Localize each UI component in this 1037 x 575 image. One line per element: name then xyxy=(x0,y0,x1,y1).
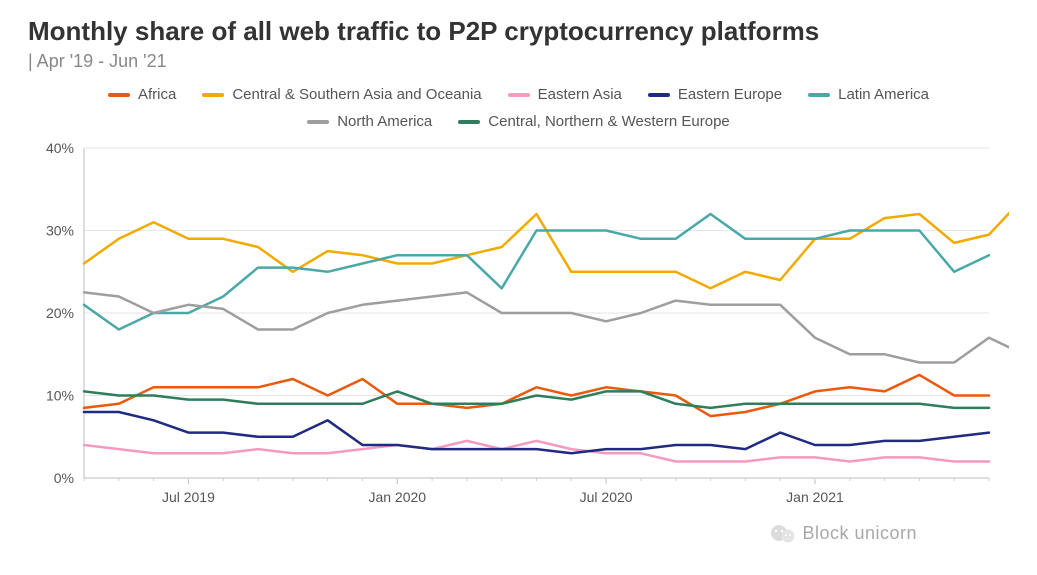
legend-label: Central & Southern Asia and Oceania xyxy=(232,86,481,103)
y-axis-label: 40% xyxy=(46,140,74,156)
chart-subtitle: | Apr '19 - Jun '21 xyxy=(28,51,1009,72)
chart-plot: 0% 10% 20% 30% 40% Jul 2019 Jan 2020 Jul 2020 Ja… xyxy=(28,140,1009,520)
legend-item: Africa xyxy=(108,86,176,103)
line-chart-svg: 0% 10% 20% 30% 40% Jul 2019 Jan 2020 Jul 2020 Ja… xyxy=(28,140,1009,520)
y-axis-label: 10% xyxy=(46,388,74,404)
legend-swatch xyxy=(202,93,224,97)
legend-item: Eastern Europe xyxy=(648,86,782,103)
series-line xyxy=(84,391,989,408)
x-axis-label: Jul 2019 xyxy=(162,489,215,505)
x-axis-label: Jan 2021 xyxy=(786,489,844,505)
legend-item: Eastern Asia xyxy=(508,86,622,103)
legend-swatch xyxy=(307,120,329,124)
legend-swatch xyxy=(458,120,480,124)
series-line xyxy=(84,292,1009,362)
legend: Africa Central & Southern Asia and Oceani… xyxy=(69,86,969,130)
x-axis-label: Jul 2020 xyxy=(580,489,633,505)
legend-label: North America xyxy=(337,113,432,130)
legend-swatch xyxy=(648,93,670,97)
legend-item: North America xyxy=(307,113,432,130)
y-axis-label: 20% xyxy=(46,305,74,321)
y-axis-label: 0% xyxy=(54,470,74,486)
series-line xyxy=(84,412,989,453)
legend-swatch xyxy=(108,93,130,97)
legend-label: Eastern Asia xyxy=(538,86,622,103)
legend-item: Central, Northern & Western Europe xyxy=(458,113,730,130)
x-axis-label: Jan 2020 xyxy=(368,489,426,505)
legend-swatch xyxy=(808,93,830,97)
legend-label: Latin America xyxy=(838,86,929,103)
legend-label: Eastern Europe xyxy=(678,86,782,103)
legend-swatch xyxy=(508,93,530,97)
watermark: Block unicorn xyxy=(770,523,917,545)
watermark-text: Block unicorn xyxy=(802,523,917,543)
series-line xyxy=(84,198,1009,289)
chart-title: Monthly share of all web traffic to P2P … xyxy=(28,16,1009,47)
wechat-icon xyxy=(770,523,796,545)
y-axis-label: 30% xyxy=(46,223,74,239)
legend-item: Central & Southern Asia and Oceania xyxy=(202,86,481,103)
legend-label: Central, Northern & Western Europe xyxy=(488,113,730,130)
chart-container: Monthly share of all web traffic to P2P … xyxy=(0,0,1037,575)
legend-label: Africa xyxy=(138,86,176,103)
legend-item: Latin America xyxy=(808,86,929,103)
